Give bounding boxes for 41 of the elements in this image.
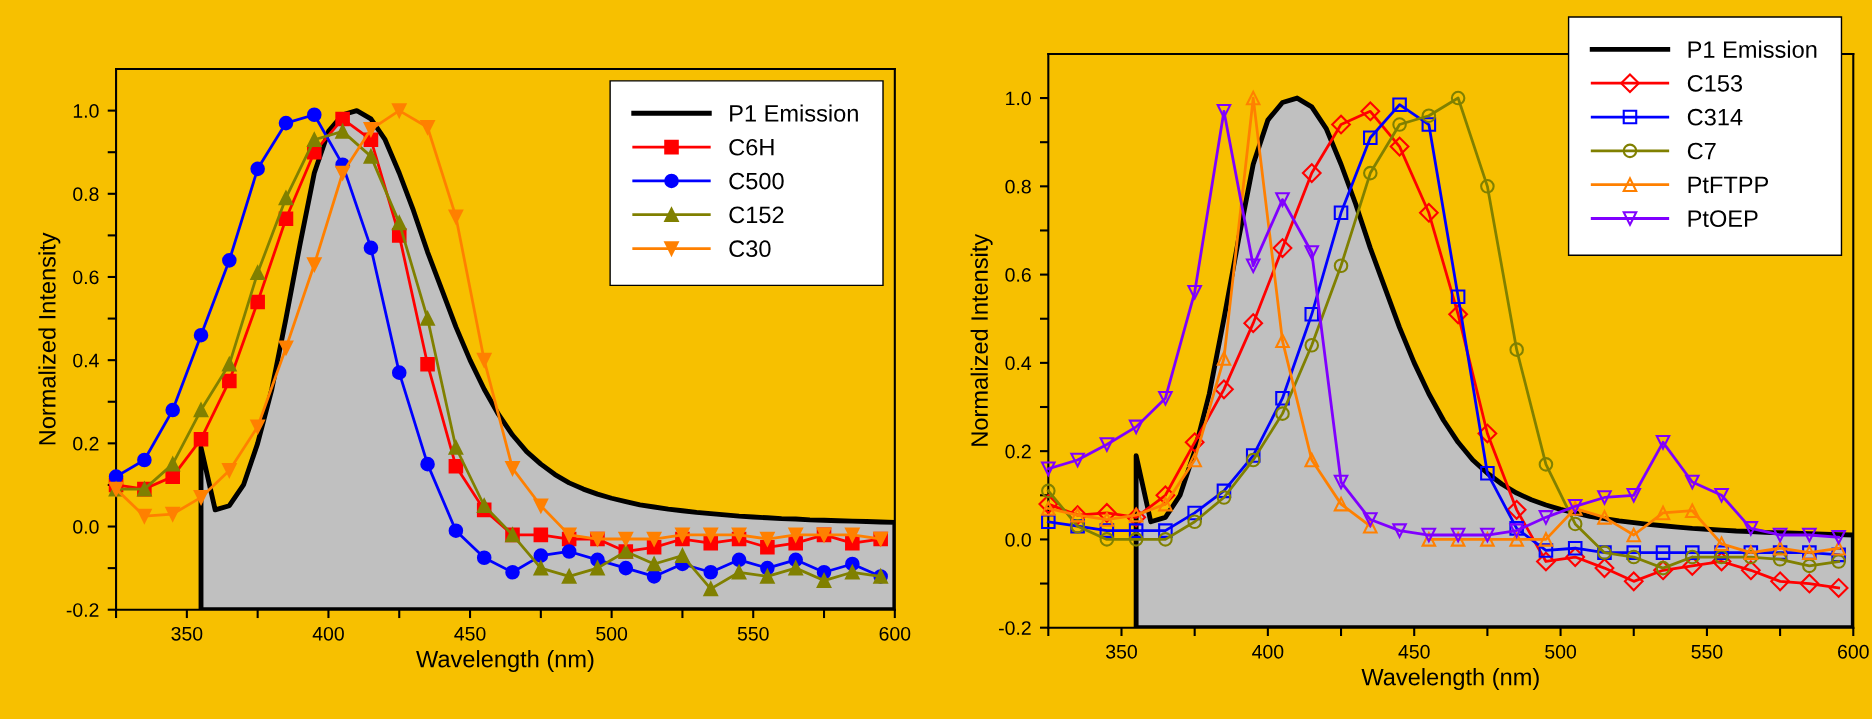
y-tick-label: 0.2 [1005,444,1031,459]
y-axis-title: Normalized Intensity [970,233,993,446]
x-tick-label: 550 [1691,644,1723,659]
x-tick-label: 350 [1106,644,1137,659]
y-tick-label: 0.4 [73,353,99,368]
x-tick-label: 400 [312,626,344,641]
y-tick-label: 0.8 [1005,179,1031,194]
legend-label: C500 [729,172,784,190]
y-tick-label: -0.2 [999,621,1031,635]
legend-label: C30 [729,240,771,258]
x-tick-label: 600 [1838,644,1869,659]
legend-label: PtFTPP [1688,176,1769,194]
y-tick-label: 0.0 [1005,532,1031,547]
legend-label: C314 [1687,108,1743,126]
legend-label: P1 Emission [730,104,858,122]
y-tick-label: 0.6 [1005,268,1031,282]
legend-label: PtOEP [1688,210,1758,227]
x-tick-label: 500 [596,626,628,641]
legend-label: P1 Emission [1688,40,1817,58]
x-tick-label: 500 [1545,644,1577,659]
x-tick-label: 350 [171,626,203,641]
y-tick-label: 0.2 [73,436,99,451]
legend-label: C7 [1687,142,1716,160]
x-tick-label: 550 [737,626,769,641]
x-axis-title: Wavelength (nm) [416,650,594,673]
legend-label: C152 [729,206,784,224]
y-tick-label: 0.4 [1005,356,1032,371]
x-tick-label: 400 [1252,644,1284,659]
y-tick-label: 0.0 [73,520,99,534]
y-axis-title: Normalized Intensity [38,232,61,445]
y-tick-label: 1.0 [73,104,99,118]
y-tick-label: -0.2 [66,603,99,617]
y-tick-label: 0.8 [73,187,99,202]
y-tick-label: 0.6 [73,270,99,285]
x-axis-title: Wavelength (nm) [1361,668,1539,691]
legend-label: C153 [1687,75,1743,92]
x-tick-label: 450 [454,626,486,641]
y-tick-label: 1.0 [1006,91,1031,106]
x-tick-label: 450 [1398,644,1430,659]
x-tick-label: 600 [879,626,911,641]
legend-label: C6H [729,138,774,156]
